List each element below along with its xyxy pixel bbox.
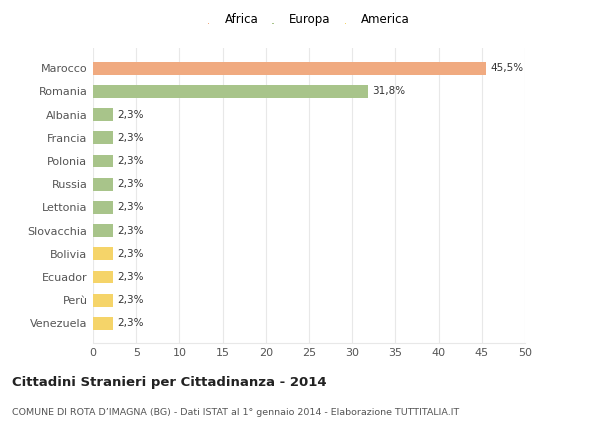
Bar [93,132,113,144]
Bar [93,85,368,98]
Bar [93,178,113,191]
Bar [93,201,113,214]
Text: 2,3%: 2,3% [117,226,143,235]
Text: 2,3%: 2,3% [117,295,143,305]
Bar [93,108,113,121]
Bar [93,247,113,260]
Text: 2,3%: 2,3% [117,179,143,189]
Bar [93,294,113,307]
Text: 2,3%: 2,3% [117,249,143,259]
Text: 31,8%: 31,8% [372,86,405,96]
Text: COMUNE DI ROTA D’IMAGNA (BG) - Dati ISTAT al 1° gennaio 2014 - Elaborazione TUTT: COMUNE DI ROTA D’IMAGNA (BG) - Dati ISTA… [12,408,459,417]
Bar [93,224,113,237]
Text: 2,3%: 2,3% [117,319,143,328]
Bar [93,62,486,74]
Bar [93,271,113,283]
Text: 2,3%: 2,3% [117,156,143,166]
Text: 2,3%: 2,3% [117,272,143,282]
Legend: Africa, Europa, America: Africa, Europa, America [208,13,410,26]
Bar [93,317,113,330]
Text: Cittadini Stranieri per Cittadinanza - 2014: Cittadini Stranieri per Cittadinanza - 2… [12,376,326,389]
Text: 2,3%: 2,3% [117,202,143,213]
Bar [93,154,113,167]
Text: 2,3%: 2,3% [117,133,143,143]
Text: 45,5%: 45,5% [490,63,524,73]
Text: 2,3%: 2,3% [117,110,143,120]
